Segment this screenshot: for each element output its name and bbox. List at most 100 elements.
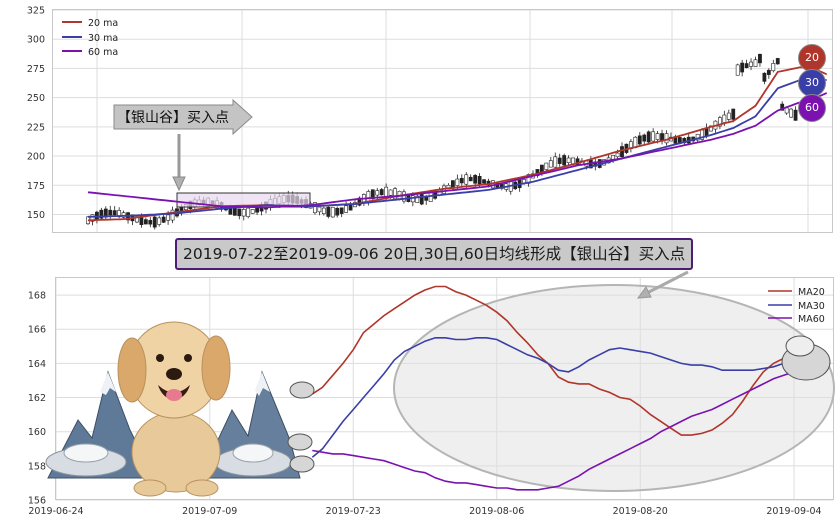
bottom-x-tick-label: 2019-06-24 — [28, 506, 83, 517]
top-ma-lines — [87, 66, 828, 222]
candle-body — [735, 64, 740, 76]
top-plot-frame — [52, 9, 833, 233]
candle-body — [330, 206, 335, 218]
candle-body — [344, 205, 349, 213]
legend-MA20-label: MA20 — [798, 287, 825, 298]
bottom-y-tick-label: 164 — [28, 359, 46, 370]
highlight-ellipse — [393, 284, 835, 492]
candle-body — [419, 194, 424, 205]
small-ingot-icons — [287, 335, 831, 473]
candle-body — [744, 63, 749, 69]
bottom-y-ticks: 156 158 160 162 164 166 168 — [28, 291, 46, 507]
candle-body — [775, 58, 780, 65]
candle-body — [642, 134, 647, 142]
candle-body — [562, 155, 567, 166]
candle-body — [366, 191, 371, 202]
candle-body — [121, 212, 126, 218]
candle-body — [90, 214, 95, 222]
legend-20ma-label: 20 ma — [88, 18, 118, 29]
bottom-y-tick-label: 158 — [28, 461, 46, 472]
candle-body — [566, 157, 571, 163]
candle-body — [726, 112, 731, 120]
callout-arrow-shape — [113, 98, 253, 136]
candle-body — [637, 135, 642, 145]
candle-body — [646, 131, 651, 143]
candle-body — [237, 208, 242, 217]
top-y-ticks: 150 175 200 225 250 275 300 325 — [27, 6, 45, 221]
candle-body — [143, 219, 148, 225]
candle-body — [139, 216, 144, 225]
candle-body — [375, 190, 380, 196]
candle-body — [157, 217, 162, 225]
silver-ingots-icon — [45, 443, 292, 477]
candle-body — [740, 62, 745, 73]
price-ma-chart: 150 175 200 225 250 275 300 325 20 ma 30 ma 60 … — [27, 6, 833, 233]
candle-body — [415, 195, 420, 203]
bottom-y-tick-label: 162 — [28, 393, 46, 404]
dog-mascot-icon — [117, 321, 231, 497]
bottom-x-tick-label: 2019-07-23 — [326, 506, 381, 517]
candle-body — [326, 206, 331, 217]
top-y-tick-label: 175 — [27, 181, 45, 192]
candle-body — [766, 69, 771, 75]
top-line-60ma — [87, 92, 828, 209]
badge-20: 20 — [798, 44, 826, 72]
mountains-illustration — [47, 370, 301, 479]
candle-body — [166, 214, 171, 221]
top-y-tick-label: 275 — [27, 64, 45, 75]
candle-body — [232, 207, 237, 216]
candle-body — [339, 207, 344, 214]
bottom-x-tick-label: 2019-07-09 — [182, 506, 237, 517]
candle-body — [99, 209, 104, 219]
legend-30ma-label: 30 ma — [88, 33, 118, 44]
legend-60ma-label: 60 ma — [88, 47, 118, 58]
bottom-line-MA60 — [312, 367, 815, 491]
top-y-tick-label: 225 — [27, 122, 45, 133]
candle-body — [250, 209, 255, 214]
candle-body — [553, 156, 558, 168]
candle-body — [753, 59, 758, 67]
candle-body — [717, 117, 722, 127]
candle-body — [313, 202, 317, 214]
ellipse-pointer-arrow — [636, 270, 689, 299]
candle-body — [152, 216, 157, 228]
candle-body — [241, 209, 246, 217]
bottom-y-tick-label: 156 — [28, 496, 46, 507]
bottom-line-MA30 — [311, 336, 815, 458]
bottom-legend: MA20 MA30 MA60 — [768, 287, 825, 325]
bottom-y-tick-label: 160 — [28, 427, 46, 438]
candle-body — [246, 207, 251, 217]
candle-body — [393, 188, 397, 200]
candle-body — [544, 162, 549, 170]
signal-banner: 2019-07-22至2019-09-06 20日,30日,60日均线形成【银山… — [175, 238, 694, 270]
callout-label: 【银山谷】买入点 — [117, 110, 229, 126]
candle-body — [321, 207, 326, 215]
candle-body — [477, 175, 482, 185]
buy-point-callout: 【银山谷】买入点 — [113, 98, 253, 192]
top-line-20ma — [87, 66, 828, 222]
candle-body — [771, 63, 776, 72]
candle-body — [762, 72, 767, 82]
candle-body — [455, 178, 460, 186]
bottom-x-tick-label: 2019-09-04 — [766, 506, 821, 517]
bottom-y-tick-label: 168 — [28, 291, 46, 302]
candle-body — [482, 179, 486, 184]
candle-body — [749, 61, 753, 67]
bottom-grid — [55, 278, 833, 501]
top-y-tick-label: 300 — [27, 35, 45, 46]
candle-body — [468, 176, 473, 182]
candle-body — [784, 107, 789, 114]
candle-body — [112, 210, 117, 216]
candle-body — [571, 157, 575, 165]
candle-body — [722, 114, 727, 123]
candle-body — [620, 146, 624, 157]
candle-body — [789, 108, 794, 118]
bottom-x-ticks: 2019-06-24 2019-07-09 2019-07-23 2019-08-06… — [28, 506, 821, 517]
legend-MA30-label: MA30 — [798, 301, 825, 312]
candle-body — [379, 189, 384, 196]
candle-body — [384, 186, 389, 198]
candle-body — [255, 207, 260, 213]
bottom-y-tick-label: 166 — [28, 325, 46, 336]
top-y-tick-label: 150 — [27, 210, 45, 221]
top-y-tick-label: 250 — [27, 93, 45, 104]
